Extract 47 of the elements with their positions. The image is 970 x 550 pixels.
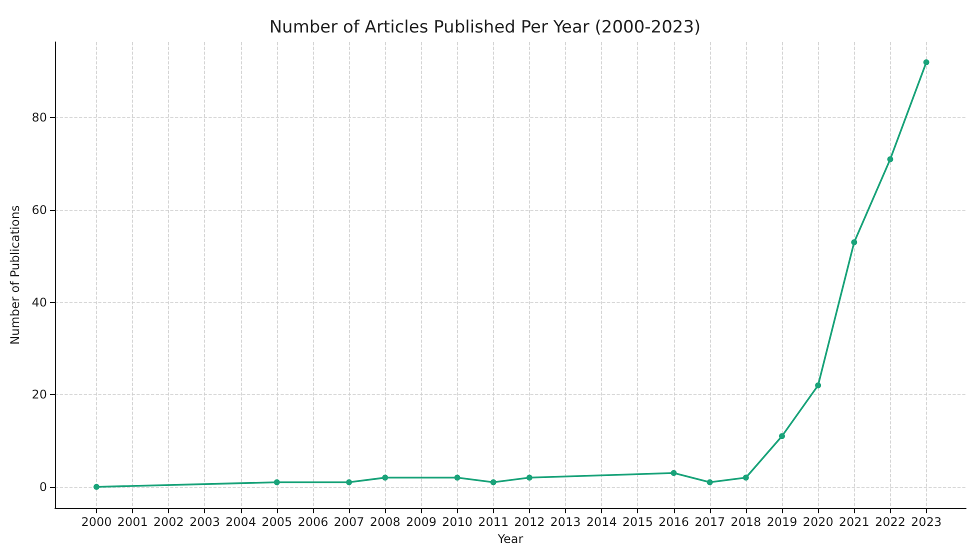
point xyxy=(887,156,894,162)
point xyxy=(706,479,713,486)
y-axis-title: Number of Publications xyxy=(8,205,22,345)
x-tick-label: 2010 xyxy=(442,515,473,530)
x-axis-title: Year xyxy=(496,532,524,546)
point xyxy=(274,479,280,486)
x-tick-label: 2002 xyxy=(153,515,184,530)
x-tick-label: 2019 xyxy=(766,515,798,530)
x-tick-label: 2020 xyxy=(802,515,834,530)
point xyxy=(454,474,460,481)
point xyxy=(93,484,100,490)
x-tick-label: 2022 xyxy=(874,515,906,530)
y-tick-label: 80 xyxy=(32,110,47,125)
x-tick-label: 2001 xyxy=(117,515,148,530)
x-tick-label: 2016 xyxy=(658,515,690,530)
point xyxy=(382,474,388,481)
point xyxy=(346,479,352,486)
point xyxy=(490,479,496,486)
x-tick-label: 2009 xyxy=(406,515,436,530)
x-tick-label: 2023 xyxy=(911,515,942,530)
point xyxy=(779,433,785,440)
x-tick-label: 2008 xyxy=(370,515,400,530)
x-tick-label: 2017 xyxy=(694,515,726,530)
point xyxy=(815,382,822,388)
x-tick-label: 2014 xyxy=(586,515,617,530)
point xyxy=(742,474,749,481)
x-tick-label: 2018 xyxy=(730,515,762,530)
y-tick-label: 0 xyxy=(39,480,47,494)
x-tick-label: 2012 xyxy=(514,515,545,530)
x-tick-label: 2004 xyxy=(226,515,256,530)
x-tick-label: 2000 xyxy=(81,515,112,530)
x-tick-label: 2013 xyxy=(550,515,581,530)
x-tick-label: 2021 xyxy=(838,515,870,530)
point xyxy=(670,470,677,476)
x-tick-label: 2007 xyxy=(334,515,364,530)
x-tick-label: 2011 xyxy=(478,515,509,530)
x-tick-label: 2015 xyxy=(622,515,653,530)
chart-title: Number of Articles Published Per Year (2000-2023) xyxy=(269,18,701,38)
point xyxy=(526,474,532,481)
y-tick-label: 20 xyxy=(32,388,47,402)
x-tick-label: 2006 xyxy=(298,515,328,530)
point xyxy=(923,59,930,66)
x-tick-label: 2005 xyxy=(262,515,292,530)
point xyxy=(851,239,858,246)
x-tick-label: 2003 xyxy=(189,515,220,530)
y-tick-label: 40 xyxy=(32,295,47,310)
y-tick-label: 60 xyxy=(32,202,47,217)
